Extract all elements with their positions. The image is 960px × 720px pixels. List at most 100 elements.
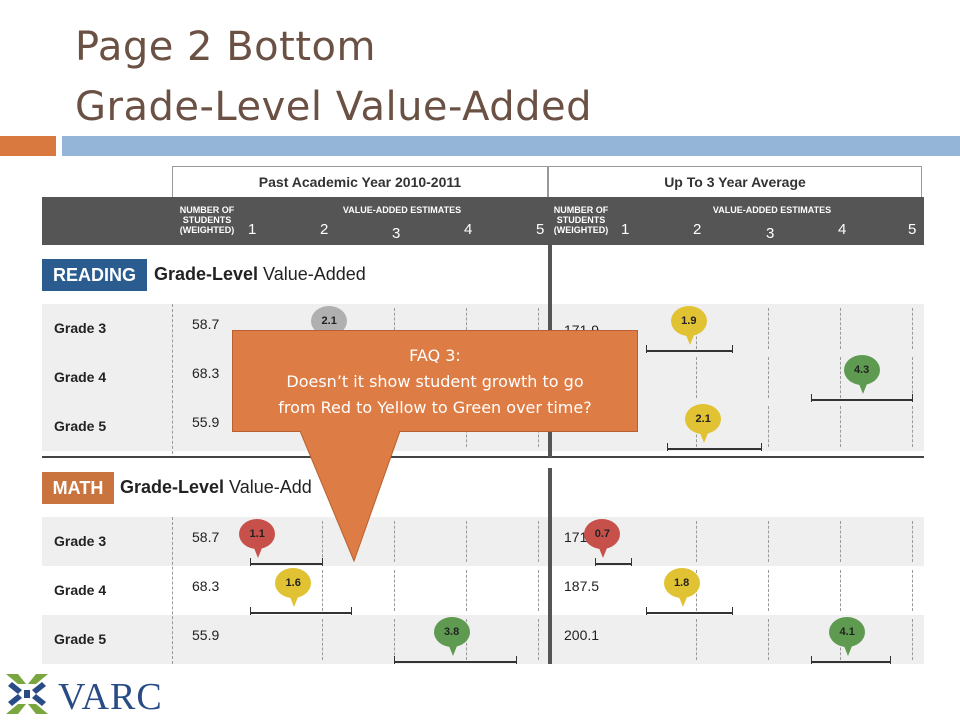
scale-gridline — [840, 357, 841, 398]
students-column-line — [172, 517, 173, 664]
scale-gridline — [538, 521, 539, 562]
ci-tick — [645, 345, 647, 353]
past-students-value: 55.9 — [192, 414, 220, 430]
ci-tick — [667, 443, 669, 451]
scale-gridline — [538, 308, 539, 349]
ci-tick — [516, 656, 518, 664]
past-students-value: 58.7 — [192, 529, 220, 545]
avg-students-value: 200.1 — [564, 627, 600, 643]
scale-gridline — [840, 570, 841, 611]
ci-tick — [394, 656, 395, 664]
grade-label: Grade 5 — [54, 418, 107, 434]
ci-tick — [811, 656, 813, 664]
reading-title-rest: Value-Added — [258, 264, 366, 284]
scale-gridline — [840, 308, 841, 349]
scale-gridline — [768, 619, 769, 660]
avg-tick-1: 1 — [621, 221, 630, 238]
ci-tick — [731, 345, 733, 353]
scale-gridline — [912, 406, 913, 447]
ci-tick — [250, 558, 251, 566]
avg-num-students-label: NUMBER OF STUDENTS (WEIGHTED) — [553, 205, 609, 235]
reading-section-title: Grade-Level Value-Added — [154, 264, 366, 285]
confidence-interval-bar — [595, 558, 633, 566]
accent-bar-blue — [62, 136, 960, 156]
varc-logo-text: VARC — [58, 676, 163, 718]
past-students-value: 68.3 — [192, 578, 220, 594]
grade-label: Grade 3 — [54, 320, 107, 336]
scale-gridline — [538, 570, 539, 611]
scale-gridline — [840, 521, 841, 562]
past-students-value: 58.7 — [192, 316, 220, 332]
past-tick-2: 2 — [320, 221, 329, 238]
avg-tick-2: 2 — [693, 221, 702, 238]
callout-line-1: FAQ 3: — [409, 346, 461, 365]
value-added-estimate-bubble: 4.3 — [843, 355, 880, 394]
reading-title-bold: Grade-Level — [154, 264, 259, 284]
scale-gridline — [912, 619, 913, 660]
value-added-estimate-bubble: 3.8 — [433, 617, 470, 656]
confidence-interval-bar — [645, 607, 733, 615]
scale-gridline — [768, 570, 769, 611]
varc-logo-icon — [6, 674, 48, 714]
confidence-interval-bar — [811, 656, 892, 664]
math-title-rest: Value-Add — [224, 477, 312, 497]
confidence-interval-bar — [250, 607, 352, 615]
column-header-bar: NUMBER OF STUDENTS (WEIGHTED) VALUE-ADDE… — [42, 197, 924, 245]
ci-tick — [322, 558, 323, 566]
scale-gridline — [696, 521, 697, 562]
scale-gridline — [696, 357, 697, 398]
callout-pointer — [299, 431, 401, 563]
value-added-estimate-bubble: 4.1 — [829, 617, 866, 656]
past-va-estimates-label: VALUE-ADDED ESTIMATES — [342, 205, 462, 215]
scale-gridline — [768, 308, 769, 349]
scale-gridline — [912, 308, 913, 349]
ci-tick — [731, 607, 733, 615]
confidence-interval-bar — [394, 656, 518, 664]
scale-gridline — [768, 406, 769, 447]
scale-gridline — [394, 570, 395, 611]
value-added-estimate-bubble: 1.6 — [275, 568, 312, 607]
past-tick-3: 3 — [392, 225, 401, 242]
scale-gridline — [768, 521, 769, 562]
confidence-interval-bar — [811, 394, 913, 402]
past-students-value: 68.3 — [192, 365, 220, 381]
scale-gridline — [322, 619, 323, 660]
past-year-header: Past Academic Year 2010-2011 — [172, 166, 548, 197]
value-added-estimate-bubble: 1.9 — [670, 306, 707, 345]
scale-gridline — [394, 619, 395, 660]
ci-tick — [760, 443, 762, 451]
past-tick-4: 4 — [464, 221, 473, 238]
ci-tick — [645, 607, 647, 615]
scale-gridline — [538, 619, 539, 660]
scale-gridline — [912, 357, 913, 398]
math-section-title: Grade-Level Value-Add — [120, 477, 312, 498]
avg-tick-3: 3 — [766, 225, 775, 242]
ci-tick — [595, 558, 597, 566]
grade-label: Grade 4 — [54, 369, 107, 385]
ci-tick — [631, 558, 633, 566]
past-students-value: 55.9 — [192, 627, 220, 643]
ci-tick — [350, 607, 352, 615]
math-row-grade3: Grade 3 58.7 171.9 — [42, 517, 924, 567]
column-divider-math — [548, 468, 552, 664]
value-added-estimate-bubble: 2.1 — [685, 404, 722, 443]
confidence-interval-bar — [667, 443, 762, 451]
confidence-interval-bar — [250, 558, 323, 566]
ci-tick — [911, 394, 913, 402]
past-num-students-label: NUMBER OF STUDENTS (WEIGHTED) — [179, 205, 235, 235]
past-tick-1: 1 — [248, 221, 257, 238]
scale-gridline — [322, 521, 323, 562]
value-added-estimate-bubble: 0.7 — [584, 519, 621, 558]
callout-line-3: from Red to Yellow to Green over time? — [278, 398, 592, 417]
math-title-bold: Grade-Level — [120, 477, 225, 497]
section-separator — [42, 456, 924, 458]
scale-gridline — [912, 521, 913, 562]
ci-tick — [811, 394, 813, 402]
students-column-line — [172, 304, 173, 454]
scale-gridline — [394, 521, 395, 562]
avg-tick-5: 5 — [908, 221, 917, 238]
scale-gridline — [322, 570, 323, 611]
scale-gridline — [394, 308, 395, 349]
math-section-label: MATH — [42, 472, 114, 504]
scale-gridline — [466, 521, 467, 562]
